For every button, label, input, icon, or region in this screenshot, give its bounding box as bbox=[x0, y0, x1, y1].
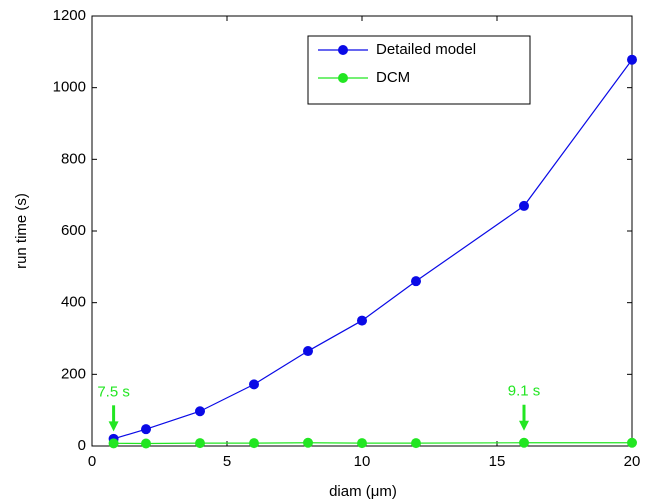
legend-label: Detailed model bbox=[376, 41, 476, 58]
y-tick-label: 1200 bbox=[53, 7, 86, 24]
data-point bbox=[141, 424, 151, 435]
data-point bbox=[108, 438, 119, 449]
data-point bbox=[411, 438, 421, 449]
x-tick-label: 5 bbox=[223, 453, 231, 470]
data-point bbox=[303, 437, 313, 448]
x-tick-label: 0 bbox=[88, 453, 96, 470]
x-axis-label: diam (μm) bbox=[329, 483, 397, 500]
x-tick-label: 10 bbox=[354, 453, 371, 470]
data-point bbox=[411, 276, 421, 287]
data-point bbox=[303, 346, 313, 357]
series-line bbox=[113, 59, 633, 440]
annotation-arrowhead bbox=[108, 421, 119, 432]
annotation-arrowhead bbox=[519, 420, 529, 431]
series-line bbox=[113, 442, 633, 445]
data-point bbox=[195, 406, 205, 417]
data-point bbox=[627, 54, 637, 65]
data-point bbox=[519, 437, 529, 448]
y-axis-label: run time (s) bbox=[13, 193, 30, 269]
data-point bbox=[249, 438, 259, 449]
data-point bbox=[357, 438, 367, 449]
legend-label: DCM bbox=[376, 69, 410, 86]
data-point bbox=[195, 438, 205, 449]
annotation: 9.1 s bbox=[508, 383, 541, 400]
legend-marker bbox=[338, 73, 348, 83]
data-point bbox=[519, 200, 529, 211]
y-tick-label: 0 bbox=[78, 437, 86, 454]
data-point bbox=[141, 438, 151, 449]
legend-marker bbox=[338, 45, 348, 55]
x-tick-label: 15 bbox=[489, 453, 506, 470]
y-tick-label: 200 bbox=[61, 365, 86, 382]
data-point bbox=[627, 437, 637, 448]
x-tick-label: 20 bbox=[624, 453, 641, 470]
y-tick-label: 1000 bbox=[53, 79, 86, 96]
y-tick-label: 800 bbox=[61, 150, 86, 167]
annotation: 7.5 s bbox=[97, 383, 130, 400]
data-point bbox=[249, 379, 259, 390]
y-tick-label: 600 bbox=[61, 222, 86, 239]
y-tick-label: 400 bbox=[61, 294, 86, 311]
data-point bbox=[357, 315, 367, 326]
